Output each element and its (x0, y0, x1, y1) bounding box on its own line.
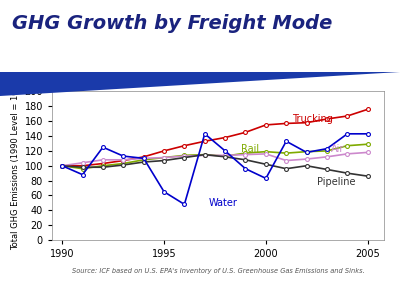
Text: Rail: Rail (242, 144, 260, 154)
Text: 5: 5 (198, 286, 202, 295)
Text: GHG Growth by Freight Mode: GHG Growth by Freight Mode (12, 14, 332, 33)
Text: Source: ICF based on U.S. EPA's Inventory of U.S. Greenhouse Gas Emissions and S: Source: ICF based on U.S. EPA's Inventor… (72, 268, 364, 274)
Text: ICF International: ICF International (8, 286, 72, 295)
Text: Water: Water (209, 198, 238, 208)
Polygon shape (0, 72, 400, 96)
Text: Trucking: Trucking (292, 114, 333, 124)
Text: Air: Air (331, 144, 344, 154)
Text: Pipeline: Pipeline (317, 177, 355, 187)
Y-axis label: Total GHG Emissions (1990 Level = 100): Total GHG Emissions (1990 Level = 100) (11, 81, 20, 250)
Text: icfi.com: icfi.com (362, 286, 392, 295)
